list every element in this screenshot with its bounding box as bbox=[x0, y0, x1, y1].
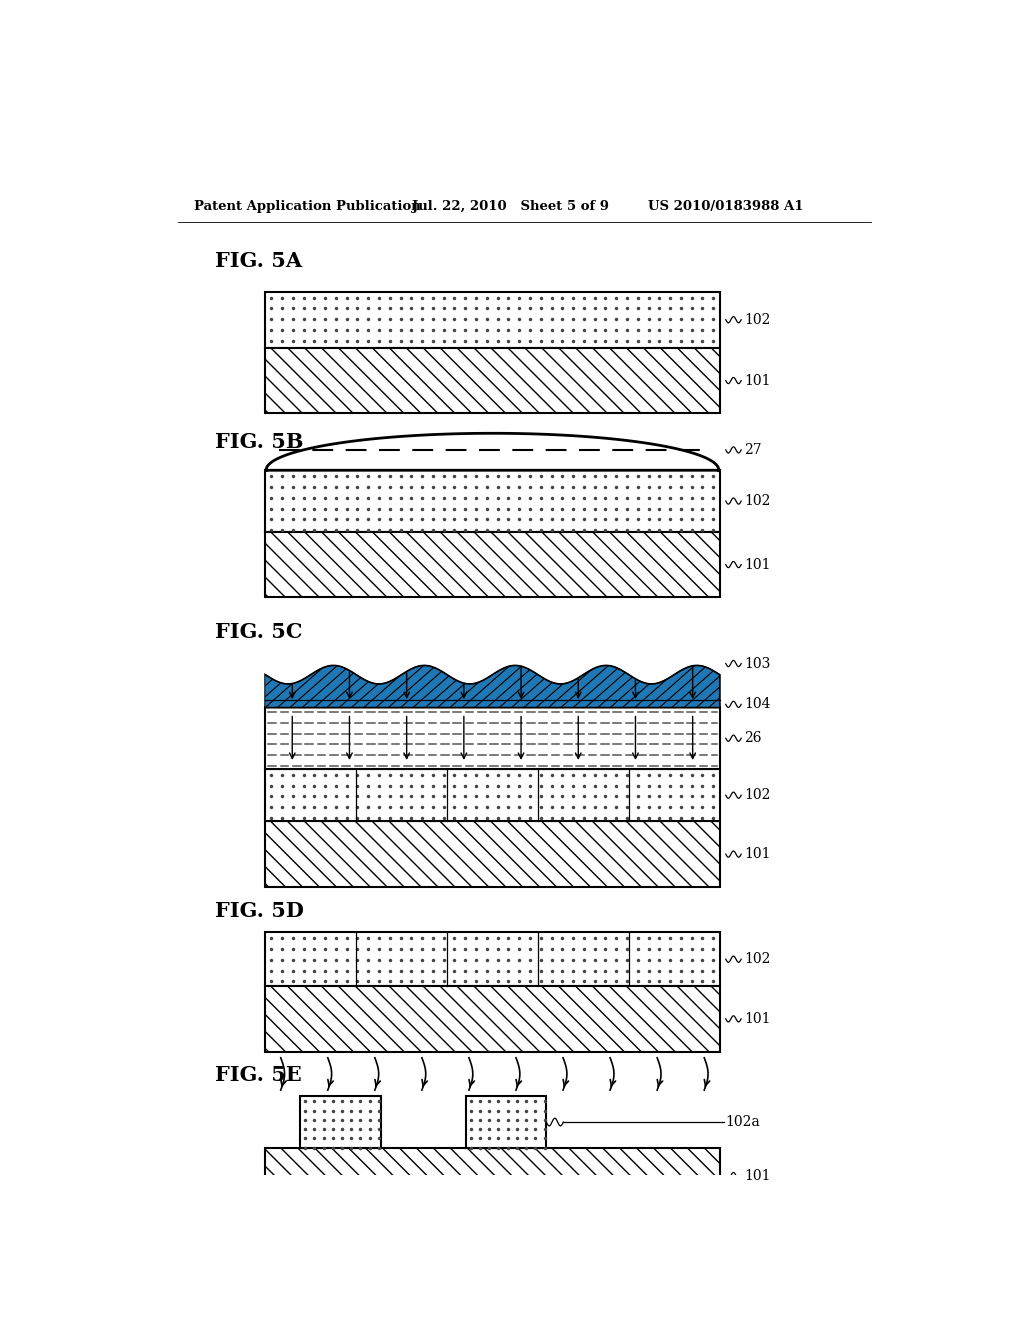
Bar bbox=[265, 708, 720, 770]
Text: 101: 101 bbox=[744, 847, 771, 861]
Bar bbox=[265, 532, 720, 597]
Text: 102a: 102a bbox=[726, 1115, 761, 1129]
Bar bbox=[265, 770, 720, 821]
Text: 103: 103 bbox=[744, 656, 771, 671]
Bar bbox=[265, 1148, 720, 1204]
Text: 102: 102 bbox=[744, 952, 771, 966]
Text: FIG. 5E: FIG. 5E bbox=[215, 1065, 302, 1085]
Bar bbox=[300, 1096, 381, 1148]
Text: Patent Application Publication: Patent Application Publication bbox=[194, 199, 421, 213]
Text: 27: 27 bbox=[744, 444, 762, 457]
PathPatch shape bbox=[265, 665, 720, 708]
Bar bbox=[265, 821, 720, 887]
Bar bbox=[466, 1096, 547, 1148]
Text: US 2010/0183988 A1: US 2010/0183988 A1 bbox=[648, 199, 804, 213]
Text: FIG. 5B: FIG. 5B bbox=[215, 432, 304, 451]
Text: 102: 102 bbox=[744, 494, 771, 508]
Text: Jul. 22, 2010   Sheet 5 of 9: Jul. 22, 2010 Sheet 5 of 9 bbox=[412, 199, 608, 213]
Text: 104: 104 bbox=[744, 697, 771, 711]
Polygon shape bbox=[265, 433, 720, 470]
Text: 101: 101 bbox=[744, 1012, 771, 1026]
Bar bbox=[265, 470, 720, 532]
Polygon shape bbox=[265, 665, 720, 708]
Text: 101: 101 bbox=[744, 1168, 771, 1183]
Text: 101: 101 bbox=[744, 374, 771, 388]
Bar bbox=[265, 932, 720, 986]
Text: 102: 102 bbox=[744, 313, 771, 327]
Bar bbox=[265, 292, 720, 348]
Bar bbox=[265, 348, 720, 413]
Text: 102: 102 bbox=[744, 788, 771, 803]
Text: 26: 26 bbox=[744, 731, 762, 746]
Text: FIG. 5C: FIG. 5C bbox=[215, 622, 303, 642]
Text: FIG. 5D: FIG. 5D bbox=[215, 902, 304, 921]
Bar bbox=[265, 986, 720, 1052]
Text: 101: 101 bbox=[744, 557, 771, 572]
Text: FIG. 5A: FIG. 5A bbox=[215, 251, 302, 271]
